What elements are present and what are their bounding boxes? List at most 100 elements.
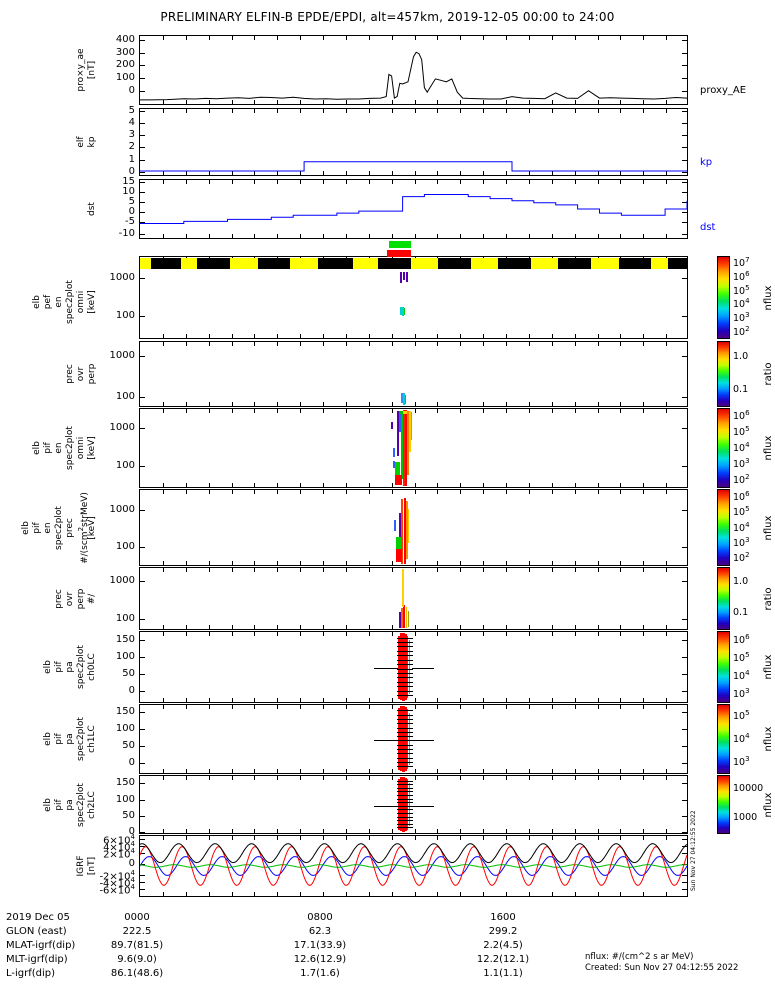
tick-mark <box>682 65 688 67</box>
tick-mark <box>506 568 507 572</box>
colorbar-elb-pif-en-spec2plot-prec <box>717 489 730 566</box>
tick-mark <box>529 829 530 833</box>
tick-mark <box>506 836 507 840</box>
y-tick-label: 2×104 <box>103 846 135 861</box>
tick-mark <box>552 180 553 184</box>
tick-mark <box>575 698 576 702</box>
y-tick-label: 4×104 <box>103 840 135 854</box>
tick-mark <box>392 483 393 487</box>
tick-mark <box>437 632 438 636</box>
tick-mark <box>682 159 688 161</box>
tick-mark <box>392 180 393 184</box>
tick-mark <box>620 561 621 565</box>
panel-ylabel-line: perp <box>87 363 97 385</box>
spec-cell <box>397 761 414 763</box>
colorbar-tick-label: 106 <box>733 489 750 503</box>
spec-cell <box>400 271 402 283</box>
tick-mark <box>460 776 461 780</box>
panel-frame-spec7 <box>139 775 688 834</box>
tick-mark <box>139 831 145 833</box>
tick-mark <box>163 836 164 840</box>
footer-value: 12.6(12.9) <box>293 954 347 965</box>
panel-frame-kp <box>139 108 688 176</box>
spec-cell <box>397 731 414 733</box>
tick-mark <box>139 674 145 676</box>
zone-segment <box>618 258 652 269</box>
tick-mark <box>254 234 255 238</box>
footer-value: 1.7(1.6) <box>300 968 340 979</box>
tick-mark <box>682 234 688 236</box>
spectrogram-prec-ovr-perp-2 <box>140 568 687 629</box>
spec-cell <box>400 706 403 771</box>
tick-mark <box>483 342 484 346</box>
tick-mark <box>232 698 233 702</box>
tick-mark <box>277 490 278 494</box>
tick-mark <box>254 342 255 346</box>
tick-mark <box>506 829 507 833</box>
spec-cell <box>404 777 407 832</box>
y-tick-label: 200 <box>115 59 135 71</box>
tick-mark <box>682 691 688 693</box>
colorbar-tick-label: 105 <box>733 708 750 722</box>
tick-mark <box>682 729 688 731</box>
tick-mark <box>139 428 145 429</box>
colorbar-tick-label: 102 <box>733 473 750 487</box>
panel-ylabel-line: pif <box>32 521 42 534</box>
tick-mark <box>300 100 301 104</box>
spec-cell <box>397 820 414 821</box>
tick-mark <box>139 509 145 511</box>
spec-cell <box>407 610 409 627</box>
panel-ylabel-line: [keV] <box>87 515 97 540</box>
zone-segment <box>197 258 231 269</box>
tick-mark <box>552 171 553 175</box>
tick-mark <box>186 625 187 629</box>
tick-mark <box>682 580 688 582</box>
tick-mark <box>598 892 599 896</box>
spec-cell <box>399 611 401 628</box>
tick-mark <box>529 402 530 406</box>
tick-mark <box>277 632 278 636</box>
tick-mark <box>460 334 461 338</box>
tick-mark <box>598 698 599 702</box>
tick-mark <box>529 342 530 346</box>
tick-mark <box>682 712 688 714</box>
spec-cell <box>397 791 414 793</box>
tick-mark <box>323 409 324 413</box>
tick-mark <box>682 656 688 658</box>
y-tick-label: -10 <box>118 228 135 240</box>
tick-mark <box>139 729 145 731</box>
tick-mark <box>483 698 484 702</box>
tick-mark <box>643 568 644 572</box>
tick-mark <box>620 36 621 40</box>
tick-mark <box>392 334 393 338</box>
zone-segment <box>667 258 687 269</box>
tick-mark <box>415 829 416 833</box>
tick-mark <box>415 568 416 572</box>
panel-ylabel-line: spec2plot <box>65 279 75 324</box>
tick-mark <box>186 698 187 702</box>
tick-mark <box>232 234 233 238</box>
colorbar-tick-label: 104 <box>733 669 750 683</box>
tick-mark <box>437 180 438 184</box>
colorbar-tick-label: 104 <box>733 732 750 746</box>
tick-mark <box>620 892 621 896</box>
tick-mark <box>163 334 164 338</box>
panel-ylabel-line: omni <box>76 436 86 460</box>
tick-mark <box>139 546 145 548</box>
spec-cell <box>397 753 414 755</box>
tick-mark <box>277 892 278 896</box>
y-tick-label: 100 <box>115 391 135 403</box>
tick-mark <box>369 171 370 175</box>
tick-mark <box>232 100 233 104</box>
panel-frame-spec2 <box>139 408 688 488</box>
panel-ylabel-line: pif <box>54 733 64 745</box>
tick-mark <box>346 698 347 702</box>
tick-mark <box>575 490 576 494</box>
tick-mark <box>483 402 484 406</box>
panel-ylabel-line: elb <box>43 660 53 674</box>
spec-cell <box>398 708 400 770</box>
tick-mark <box>437 769 438 773</box>
tick-mark <box>529 632 530 636</box>
panel-ylabel-line: en <box>54 442 64 454</box>
tick-mark <box>666 342 667 346</box>
